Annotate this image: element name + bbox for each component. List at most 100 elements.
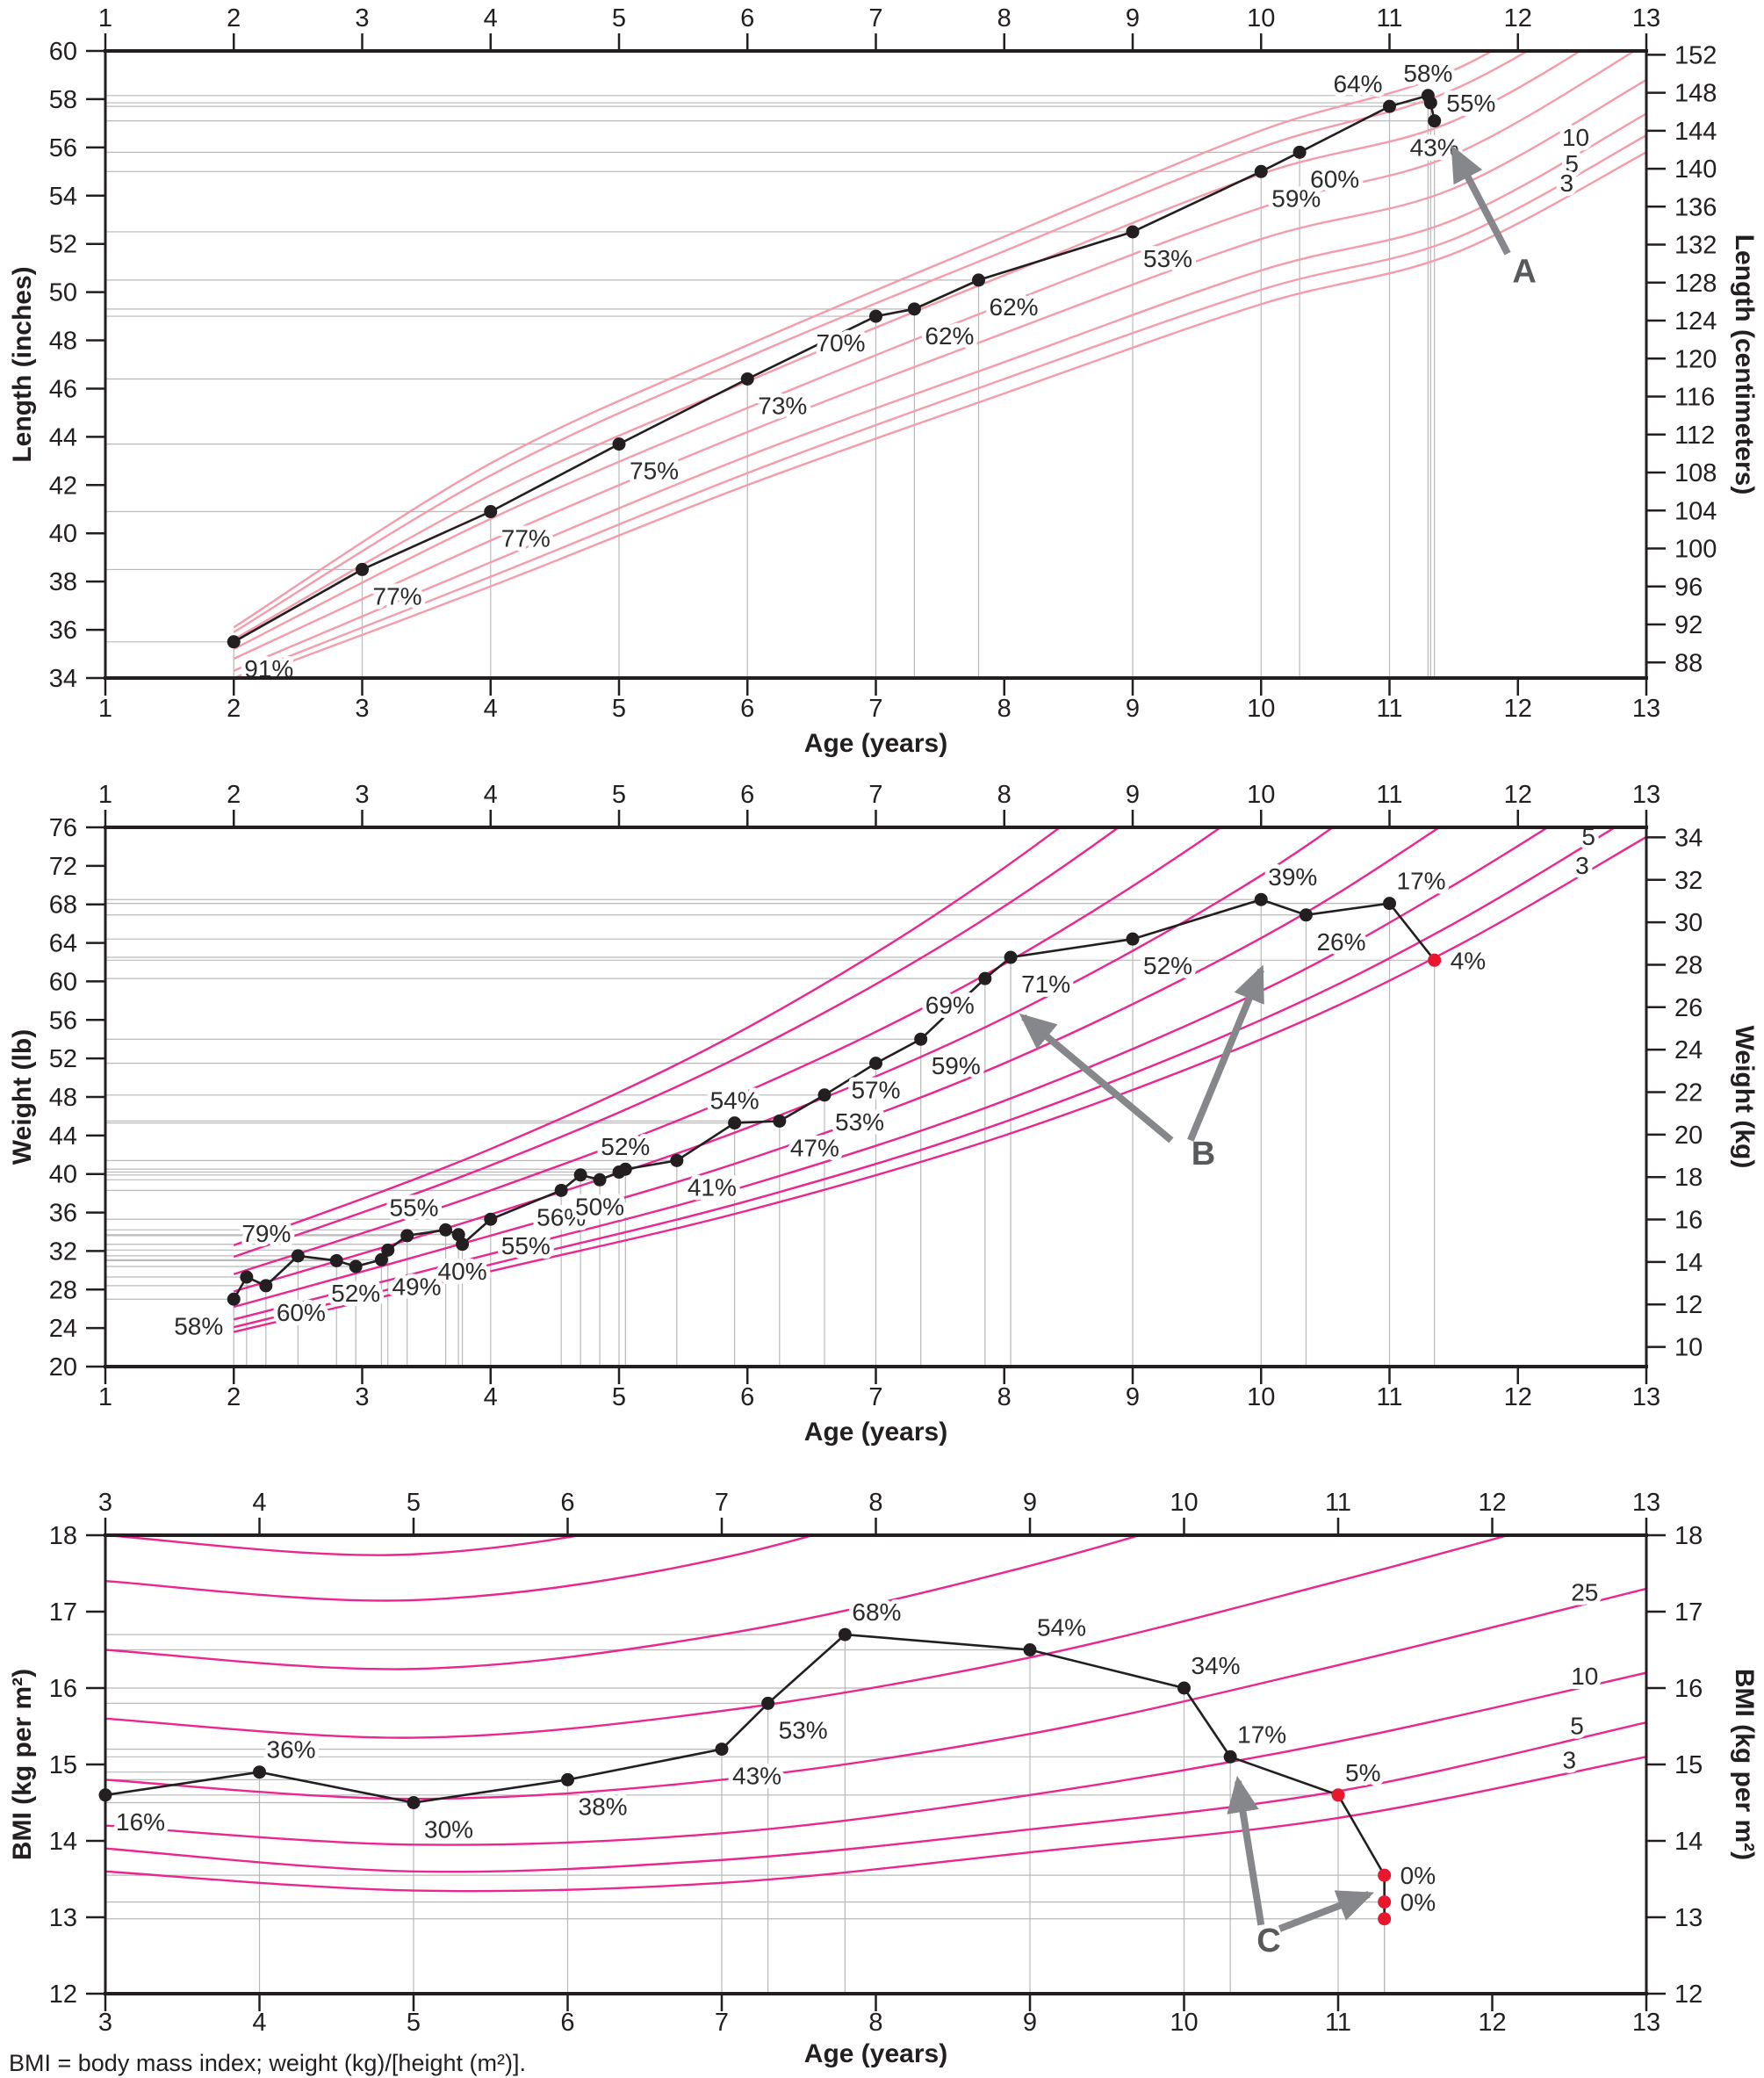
percentile-curve-5 [105, 1721, 1646, 1873]
data-point [740, 372, 754, 386]
bottom-tick-label: 4 [252, 2009, 266, 2037]
percentile-label-10: 10 [1562, 124, 1589, 151]
point-label: 34% [1192, 1652, 1241, 1679]
top-tick-label: 11 [1376, 781, 1402, 809]
point-label: 60% [1310, 165, 1359, 192]
data-point [291, 1249, 305, 1263]
bottom-tick-label: 6 [740, 1383, 754, 1411]
point-label: 0% [1400, 1862, 1436, 1889]
top-tick-label: 6 [740, 4, 754, 32]
data-point [972, 273, 985, 287]
top-tick-label: 12 [1504, 781, 1532, 809]
right-tick-label: 116 [1674, 384, 1715, 412]
data-point [978, 971, 992, 985]
top-tick-label: 13 [1632, 1489, 1660, 1517]
data-point [356, 562, 369, 576]
top-tick-label: 11 [1376, 4, 1402, 32]
right-tick-label: 144 [1674, 118, 1717, 146]
annotation-letter-B: B [1192, 1136, 1215, 1172]
point-label: 52% [601, 1133, 650, 1160]
point-label: 50% [575, 1193, 624, 1220]
bottom-tick-label: 9 [1023, 2009, 1037, 2037]
percentile-curve-95 [105, 1535, 587, 1556]
data-point [761, 1696, 775, 1710]
point-label: 58% [1403, 60, 1452, 87]
data-point [1126, 225, 1140, 239]
right-tick-label: 34 [1674, 824, 1703, 852]
right-tick-label: 16 [1674, 1207, 1703, 1235]
point-label: 54% [710, 1087, 760, 1115]
top-tick-label: 1 [98, 4, 112, 32]
left-tick-label: 15 [49, 1751, 77, 1779]
data-point [869, 309, 882, 323]
data-point [349, 1259, 363, 1273]
top-tick-label: 2 [227, 781, 241, 809]
x-axis-label: Age (years) [804, 2039, 947, 2068]
point-label: 47% [790, 1134, 839, 1161]
left-tick-label: 17 [49, 1598, 77, 1627]
annotation-arrow [1187, 964, 1264, 1142]
top-tick-label: 11 [1325, 1489, 1351, 1517]
left-tick-label: 56 [49, 134, 77, 162]
bottom-tick-label: 13 [1632, 2009, 1660, 2037]
x-axis-label: Age (years) [804, 1418, 947, 1447]
percentile-curve-10 [233, 112, 1646, 672]
data-point [1177, 1681, 1191, 1695]
percentile-curve-10 [105, 1671, 1646, 1846]
projection-lines [105, 898, 1436, 1367]
point-label: 49% [392, 1273, 441, 1300]
bottom-tick-label: 10 [1247, 1383, 1275, 1411]
right-tick-label: 128 [1674, 270, 1717, 298]
data-point [484, 505, 498, 519]
bottom-tick-label: 5 [612, 1383, 626, 1411]
x-axis-label: Age (years) [804, 729, 947, 758]
point-label: 77% [501, 525, 551, 552]
percentile-curve-5 [233, 134, 1646, 678]
data-point [1223, 1750, 1237, 1764]
data-point [715, 1742, 729, 1757]
right-tick-label: 14 [1674, 1828, 1703, 1856]
data-point [407, 1796, 421, 1809]
data-point [1254, 164, 1268, 178]
top-tick-label: 4 [484, 4, 498, 32]
right-tick-label: 30 [1674, 909, 1703, 937]
data-point [227, 1292, 241, 1306]
percentile-curve-25 [105, 1587, 1646, 1800]
point-label: 5% [1345, 1759, 1380, 1786]
point-label: 40% [438, 1258, 487, 1285]
data-point [1423, 96, 1437, 110]
percentile-curves [105, 1535, 1646, 1893]
data-point [1254, 892, 1268, 906]
right-tick-label: 14 [1674, 1249, 1703, 1277]
right-tick-label: 18 [1674, 1522, 1703, 1550]
annotation-letter-A: A [1512, 254, 1536, 291]
top-tick-label: 9 [1126, 781, 1140, 809]
right-tick-label: 32 [1674, 867, 1703, 895]
data-point [1004, 950, 1018, 964]
top-tick-label: 5 [612, 781, 626, 809]
right-tick-label: 140 [1674, 155, 1717, 184]
data-point [773, 1114, 787, 1128]
point-label: 41% [688, 1173, 737, 1201]
percentile-label-3: 3 [1575, 852, 1589, 879]
top-tick-label: 7 [715, 1489, 729, 1517]
data-point [374, 1252, 388, 1266]
top-tick-label: 5 [612, 4, 626, 32]
right-tick-label: 112 [1674, 422, 1715, 450]
percentile-curve-90 [233, 51, 1530, 633]
bottom-tick-label: 3 [355, 695, 369, 723]
top-tick-label: 1 [98, 781, 112, 809]
bottom-tick-label: 11 [1376, 1383, 1402, 1411]
percentile-curve-95 [233, 827, 1062, 1246]
data-point [259, 1279, 273, 1293]
bottom-tick-label: 11 [1376, 695, 1402, 723]
bottom-tick-label: 8 [868, 2009, 882, 2037]
top-tick-label: 10 [1170, 1489, 1198, 1517]
point-label: 17% [1397, 868, 1446, 895]
left-tick-label: 13 [49, 1904, 77, 1932]
figure-caption: BMI = body mass index; weight (kg)/[heig… [9, 2050, 526, 2076]
point-label: 52% [331, 1280, 380, 1307]
